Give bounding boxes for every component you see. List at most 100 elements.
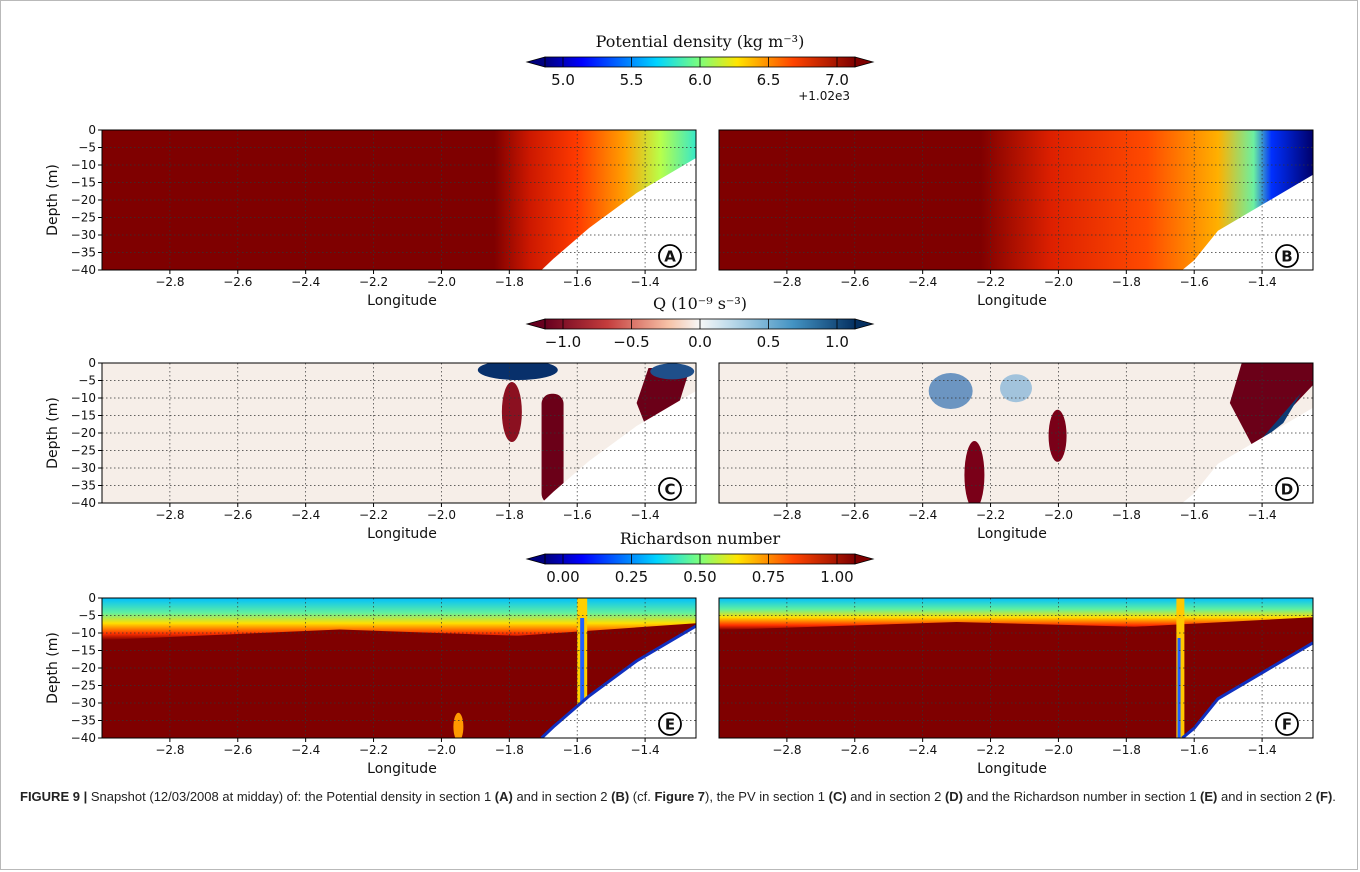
- x-tick-label: −2.4: [908, 508, 937, 522]
- x-tick-label: −1.4: [1248, 743, 1277, 757]
- colorbar-label: Richardson number: [620, 529, 781, 548]
- pv-blue-coast: [650, 363, 695, 380]
- x-tick-label: −2.6: [223, 275, 252, 289]
- figure-caption: FIGURE 9 | Snapshot (12/03/2008 at midda…: [20, 787, 1340, 807]
- panel-letter: A: [664, 248, 676, 266]
- seabed-edge: [540, 624, 696, 738]
- land-mask: [541, 158, 696, 270]
- x-tick-label: −2.0: [1044, 743, 1073, 757]
- x-tick-label: −1.6: [1180, 743, 1209, 757]
- x-tick-label: −1.8: [495, 275, 524, 289]
- y-tick-label: 0: [88, 123, 96, 137]
- x-tick-label: −2.8: [772, 508, 801, 522]
- caption-text-part: (cf.: [629, 789, 655, 804]
- colorbar-label: Potential density (kg m⁻³): [596, 32, 805, 51]
- colorbar-tick-label: 6.0: [688, 71, 712, 89]
- colorbar-offset: +1.02e3: [798, 89, 850, 103]
- y-tick-label: −15: [71, 409, 96, 423]
- x-tick-label: −2.4: [908, 275, 937, 289]
- x-tick-label: −2.8: [772, 743, 801, 757]
- x-tick-label: −1.8: [495, 743, 524, 757]
- x-tick-label: −2.8: [155, 275, 184, 289]
- y-tick-label: −5: [78, 374, 96, 388]
- colorbar-extend-left: [525, 318, 546, 330]
- x-tick-label: −2.6: [840, 743, 869, 757]
- x-axis-label: Longitude: [367, 293, 437, 309]
- x-tick-label: −2.6: [840, 275, 869, 289]
- y-tick-label: 0: [88, 591, 96, 605]
- caption-bold-ref: (F): [1315, 789, 1333, 804]
- colorbar-q: Q (10⁻⁹ s⁻³) −1.0 −0.5 0.0 0.5 1.0: [525, 294, 875, 351]
- colorbar-extend-right: [854, 318, 875, 330]
- figure-svg: Potential density (kg m⁻³) 5.0 5.5 6.0 6.5 7.…: [45, 32, 1314, 777]
- y-tick-label: −20: [71, 193, 96, 207]
- caption-bold-ref: (A): [494, 789, 513, 804]
- panel-letter-badge: [658, 244, 682, 268]
- colorbar-ri: Richardson number 0.00 0.25 0.50 0.75 1.00: [525, 529, 875, 586]
- colorbar-extend-left: [525, 553, 546, 565]
- x-tick-label: −2.8: [772, 275, 801, 289]
- panel-C: −2.8 −2.6 −2.4 −2.2 −2.0 −1.8 −1.6 −1.4 Longitud…: [45, 356, 697, 542]
- ri-front-core: [1177, 638, 1181, 738]
- y-tick-label: −25: [71, 679, 96, 693]
- y-axis-label: Depth (m): [45, 632, 61, 704]
- panel-field: [719, 130, 1313, 270]
- x-tick-label: −1.6: [563, 508, 592, 522]
- x-tick-label: −2.2: [976, 275, 1005, 289]
- panel-letter-badge: [1275, 477, 1299, 501]
- panel-field: [719, 598, 1313, 738]
- panel-B: −2.8 −2.6 −2.4 −2.2 −2.0 −1.8 −1.6 −1.4 Longitud…: [718, 129, 1314, 309]
- colorbar-extend-right: [854, 553, 875, 565]
- y-tick-label: −25: [71, 211, 96, 225]
- colorbar-extend-right: [854, 56, 875, 68]
- x-axis-label: Longitude: [977, 526, 1047, 542]
- caption-text-part: Snapshot (12/03/2008 at midday) of: the …: [87, 789, 495, 804]
- y-axis-label: Depth (m): [45, 397, 61, 469]
- x-tick-label: −2.0: [427, 743, 456, 757]
- x-tick-label: −2.0: [1044, 275, 1073, 289]
- pv-blue-patch: [477, 363, 558, 380]
- seabed-edge: [1181, 641, 1313, 738]
- colorbar-tick-label: 0.5: [757, 333, 781, 351]
- colorbar-extend-left: [525, 56, 546, 68]
- x-tick-label: −2.2: [359, 275, 388, 289]
- ri-surface-layer: [719, 598, 1313, 630]
- y-tick-label: −30: [71, 461, 96, 475]
- x-tick-label: −1.4: [631, 743, 660, 757]
- caption-text-part: and the Richardson number in section 1: [963, 789, 1201, 804]
- panel-letter-badge: [658, 477, 682, 501]
- y-tick-label: −25: [71, 444, 96, 458]
- x-tick-label: −2.2: [976, 743, 1005, 757]
- y-tick-label: −15: [71, 176, 96, 190]
- ri-front-core: [580, 618, 585, 738]
- x-tick-label: −1.6: [563, 743, 592, 757]
- y-tick-label: −30: [71, 228, 96, 242]
- x-tick-label: −1.4: [1248, 275, 1277, 289]
- x-tick-label: −2.8: [155, 743, 184, 757]
- colorbar-tick-label: 0.75: [752, 568, 785, 586]
- y-tick-label: −5: [78, 609, 96, 623]
- x-tick-label: −1.6: [1180, 508, 1209, 522]
- panel-A: −2.8 −2.6 −2.4 −2.2 −2.0 −1.8 −1.6 −1.4 Longitud…: [45, 123, 697, 309]
- x-tick-label: −2.6: [223, 743, 252, 757]
- panel-letter: D: [1281, 481, 1293, 499]
- x-tick-label: −1.8: [1112, 743, 1141, 757]
- x-tick-label: −2.4: [291, 508, 320, 522]
- ri-deep-patch: [453, 712, 464, 738]
- colorbar-tick-label: 7.0: [825, 71, 849, 89]
- colorbar-tick-label: 5.0: [551, 71, 575, 89]
- land-mask: [541, 626, 696, 738]
- caption-bold-ref: (C): [828, 789, 847, 804]
- pv-red-column: [964, 441, 985, 503]
- colorbar-tick-label: 0.50: [683, 568, 716, 586]
- x-axis-label: Longitude: [977, 293, 1047, 309]
- panel-field: [719, 363, 1313, 503]
- caption-text-part: and in section 2: [846, 789, 945, 804]
- panel-letter: B: [1281, 248, 1292, 266]
- land-mask: [541, 391, 696, 503]
- x-tick-label: −2.0: [427, 508, 456, 522]
- x-tick-label: −1.6: [1180, 275, 1209, 289]
- y-tick-label: −30: [71, 696, 96, 710]
- panel-field: [102, 130, 696, 270]
